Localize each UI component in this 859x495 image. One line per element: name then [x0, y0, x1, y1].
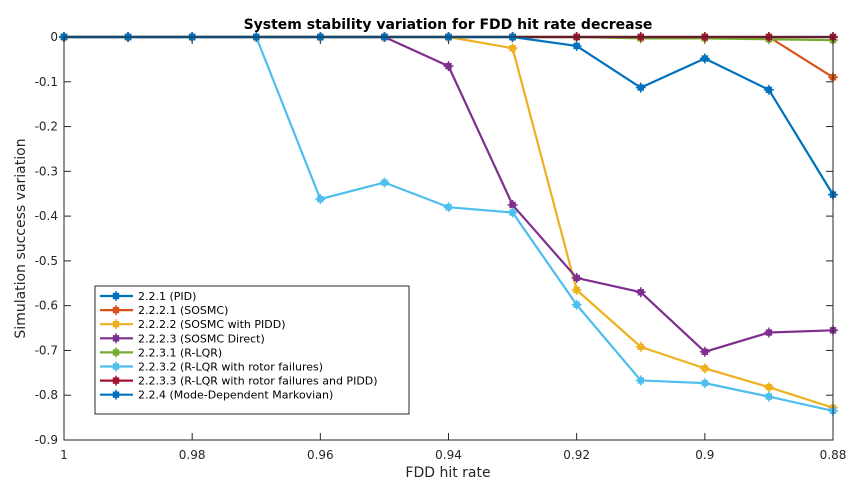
axes-frame [63, 36, 834, 441]
y-tick-label: -0.9 [35, 433, 58, 447]
y-tick-label: -0.2 [35, 120, 58, 134]
y-tick-label: -0.8 [35, 388, 58, 402]
y-tick-label: -0.4 [35, 209, 58, 223]
x-tick-label: 1 [60, 448, 68, 462]
legend-label: 2.2.3.1 (R-LQR) [138, 346, 222, 359]
y-tick-label: -0.7 [35, 343, 58, 357]
legend-item: 2.2.3.3 (R-LQR with rotor failures and P… [100, 375, 378, 388]
legend-label: 2.2.1 (PID) [138, 290, 196, 303]
y-tick-label: -0.5 [35, 254, 58, 268]
x-tick-label: 0.88 [820, 448, 847, 462]
y-tick-label: 0 [50, 30, 58, 44]
legend-item: 2.2.2.2 (SOSMC with PIDD) [100, 318, 286, 331]
legend: 2.2.1 (PID)2.2.2.1 (SOSMC)2.2.2.2 (SOSMC… [94, 285, 410, 415]
x-tick-label: 0.98 [179, 448, 206, 462]
legend-label: 2.2.2.3 (SOSMC Direct) [138, 332, 265, 345]
legend-label: 2.2.4 (Mode-Dependent Markovian) [138, 389, 333, 402]
ticks: 1 0.98 0.96 0.94 0.92 0.9 0.88 0 -0.1 -0.2 -0.3 -0.… [35, 30, 847, 462]
y-tick-label: -0.6 [35, 299, 58, 313]
legend-label: 2.2.3.2 (R-LQR with rotor failures) [138, 361, 323, 374]
x-tick-label: 0.9 [695, 448, 714, 462]
legend-item: 2.2.4 (Mode-Dependent Markovian) [100, 389, 333, 402]
x-axis-label: FDD hit rate [405, 465, 490, 481]
legend-label: 2.2.3.3 (R-LQR with rotor failures and P… [138, 375, 378, 388]
x-tick-label: 0.94 [435, 448, 462, 462]
legend-item: 2.2.2.3 (SOSMC Direct) [100, 332, 265, 345]
y-tick-label: -0.3 [35, 164, 58, 178]
x-tick-label: 0.92 [563, 448, 590, 462]
legend-item: 2.2.1 (PID) [100, 290, 196, 303]
legend-item: 2.2.3.1 (R-LQR) [100, 346, 222, 359]
y-axis-label: Simulation success variation [13, 138, 29, 338]
legend-label: 2.2.2.2 (SOSMC with PIDD) [138, 318, 286, 331]
legend-item: 2.2.2.1 (SOSMC) [100, 304, 228, 317]
legend-item: 2.2.3.2 (R-LQR with rotor failures) [100, 361, 323, 374]
legend-label: 2.2.2.1 (SOSMC) [138, 304, 228, 317]
x-tick-label: 0.96 [307, 448, 334, 462]
legend-box [94, 285, 410, 415]
y-tick-label: -0.1 [35, 75, 58, 89]
chart-title: System stability variation for FDD hit r… [244, 17, 653, 33]
